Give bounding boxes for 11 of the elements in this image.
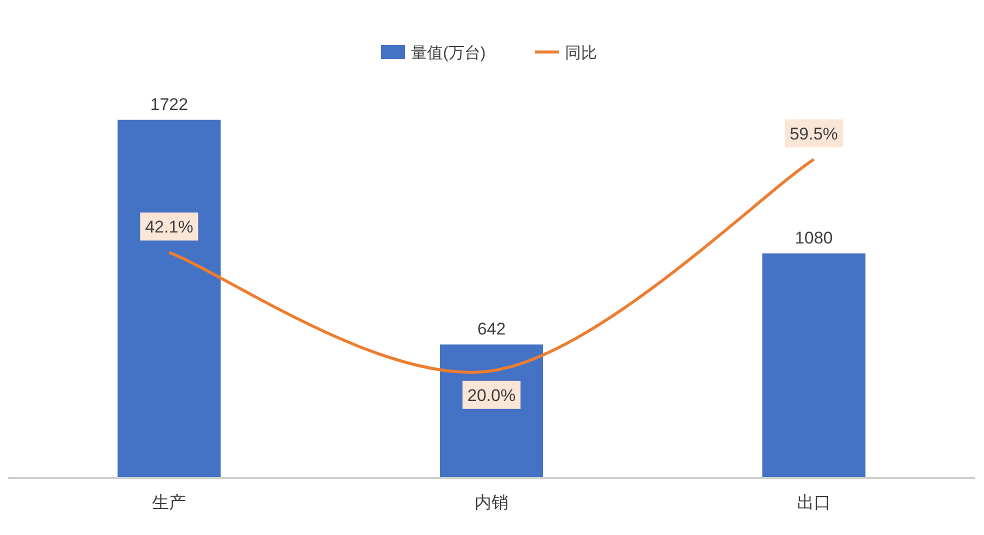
legend-label: 同比 bbox=[565, 44, 597, 62]
data-label: 59.5% bbox=[790, 124, 838, 144]
data-label: 1080 bbox=[794, 228, 833, 248]
x-tick-label: 生产 bbox=[152, 493, 186, 512]
x-tick-label: 出口 bbox=[796, 493, 831, 512]
data-label: 1722 bbox=[150, 94, 188, 114]
data-label: 20.0% bbox=[467, 386, 516, 405]
data-label: 42.1% bbox=[145, 218, 194, 237]
legend-label: 量值(万台) bbox=[411, 44, 486, 62]
x-tick-label: 内销 bbox=[474, 493, 508, 512]
data-label: 642 bbox=[477, 319, 506, 338]
